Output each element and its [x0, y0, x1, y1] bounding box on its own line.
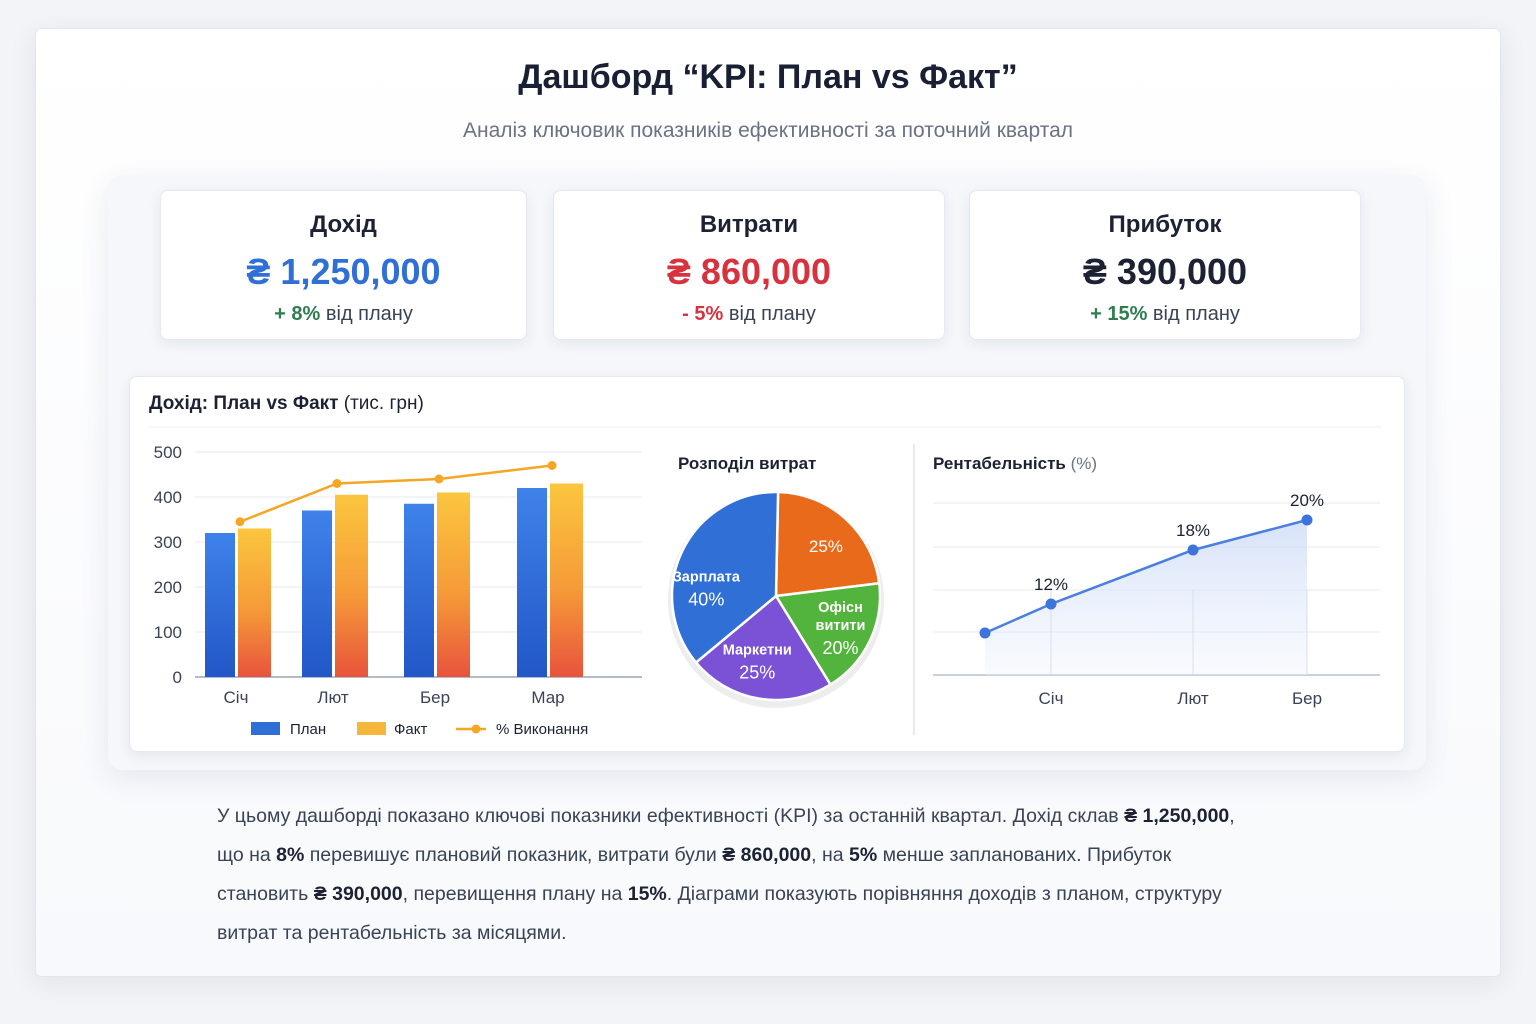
y-tick-label: 400: [154, 488, 182, 507]
kpi-label: Прибуток: [1108, 211, 1222, 238]
bar-chart-title-unit: (тис. грн): [343, 393, 424, 414]
legend-swatch-plan: [251, 722, 280, 735]
bar-chart-title: Дохід: План vs Факт (тис. грн): [149, 393, 424, 415]
kpi-delta: - 5% від плану: [554, 303, 944, 326]
line-point: [434, 474, 444, 484]
line-point: [332, 479, 342, 488]
summary-fragment: , перевищення плану на: [402, 883, 628, 905]
bar-plan: [517, 488, 547, 677]
summary-text: У цьому дашборді показано ключові показн…: [217, 797, 1257, 953]
pie-slice: [774, 490, 881, 598]
series-line-profitability: [984, 518, 1308, 635]
kpi-card-revenue: Дохід ₴ 1,250,000 + 8% від плану: [160, 190, 527, 340]
area-fill: [985, 520, 1307, 675]
y-tick-label: 200: [154, 578, 182, 597]
page-title: Дашборд “KPI: План vs Факт”: [518, 58, 1018, 96]
summary-fragment: , що на: [217, 805, 1235, 866]
kpi-delta-suffix: від плану: [325, 303, 413, 325]
data-label: 12%: [1034, 575, 1068, 594]
kpi-label: Дохід: [310, 211, 377, 238]
legend-label-plan: План: [290, 721, 326, 738]
kpi-value: ₴ 860,000: [666, 251, 832, 292]
x-tick-label: Січ: [224, 688, 249, 707]
summary-fragment: . Діаграми показують порівняння доходів …: [217, 883, 1222, 944]
bar-plan: [404, 503, 434, 677]
line-point: [235, 517, 245, 527]
summary-highlight: 8%: [276, 844, 305, 866]
y-tick-label: 100: [154, 623, 182, 642]
kpi-delta-value: + 15%: [1090, 303, 1148, 325]
summary-fragment: У цьому дашборді показано ключові показн…: [217, 805, 1125, 827]
line-chart-title-bold: Рентабельність: [933, 454, 1066, 473]
bar-plan: [205, 533, 235, 677]
x-tick-label: Бер: [1292, 689, 1322, 708]
kpi-delta: + 8% від плану: [161, 303, 526, 326]
kpi-value: ₴ 390,000: [1082, 251, 1248, 292]
kpi-value: ₴ 1,250,000: [246, 251, 441, 292]
bar-plan: [302, 510, 332, 677]
x-tick-label: Мар: [531, 688, 564, 707]
pie-slice: [773, 581, 882, 687]
summary-fragment: менше запланованих. Прибуток становить: [217, 844, 1172, 905]
summary-highlight: ₴ 390,000: [313, 883, 403, 905]
pie-slice-label: Маркетни: [723, 642, 792, 658]
pie-slice-label: Зарплата: [673, 570, 741, 586]
data-label: 20%: [1290, 491, 1324, 510]
bar-fact: [550, 483, 583, 677]
y-tick-label: 300: [154, 533, 182, 552]
kpi-card-expenses: Витрати ₴ 860,000 - 5% від плану: [553, 190, 945, 340]
line-point: [1045, 598, 1057, 610]
summary-highlight: 5%: [849, 844, 878, 866]
kpi-delta-suffix: від плану: [728, 303, 816, 325]
summary-fragment: перевишує плановий показник, витрати бул…: [304, 844, 723, 866]
x-tick-label: Бер: [420, 688, 450, 707]
summary-fragment: , на: [811, 844, 849, 866]
kpi-delta: + 15% від плану: [970, 303, 1360, 326]
bar-fact: [437, 492, 470, 677]
summary-highlight: 15%: [627, 883, 667, 905]
x-tick-label: Лют: [1177, 689, 1209, 708]
kpi-delta-value: + 8%: [274, 303, 321, 325]
data-label: 18%: [1176, 521, 1210, 540]
legend-marker-percent: [471, 724, 481, 734]
x-tick-label: Лют: [317, 688, 349, 707]
kpi-delta-value: - 5%: [682, 303, 724, 325]
kpi-label: Витрати: [699, 211, 799, 238]
legend-label-percent: % Виконання: [496, 721, 588, 738]
kpi-card-profit: Прибуток ₴ 390,000 + 15% від плану: [969, 190, 1361, 340]
legend-swatch-fact: [357, 722, 386, 735]
line-point: [1187, 544, 1199, 556]
bar-fact: [238, 528, 271, 677]
x-tick-label: Січ: [1039, 689, 1064, 708]
pie-slice-label: витити: [816, 618, 866, 634]
line-chart-title: Рентабельність (%): [933, 454, 1097, 474]
y-tick-label: 0: [173, 668, 182, 687]
pie-slice-label: Офісн: [818, 600, 863, 616]
pie-slice-value: 25%: [739, 662, 775, 682]
bar-chart-title-bold: Дохід: План vs Факт: [149, 393, 339, 414]
line-chart-title-unit: (%): [1070, 454, 1098, 473]
bar-fact: [335, 494, 368, 677]
pie-slice: [694, 594, 833, 702]
kpi-delta-suffix: від плану: [1152, 303, 1240, 325]
pie-slice-value: 40%: [688, 590, 724, 610]
legend-label-fact: Факт: [394, 721, 427, 738]
pie-chart-title: Розподіл витрат: [678, 454, 817, 473]
line-point: [979, 627, 991, 639]
summary-highlight: ₴ 860,000: [722, 844, 812, 866]
pie-slice-value: 25%: [809, 537, 843, 556]
series-line-percent: [239, 464, 553, 523]
line-point: [547, 461, 557, 470]
pie-slice-value: 20%: [822, 638, 858, 658]
page-subtitle: Аналіз ключовик показників ефективності …: [462, 119, 1074, 142]
line-point: [1301, 514, 1313, 526]
y-tick-label: 500: [154, 443, 182, 462]
summary-highlight: ₴ 1,250,000: [1124, 805, 1230, 827]
pie-slice: [670, 490, 780, 665]
